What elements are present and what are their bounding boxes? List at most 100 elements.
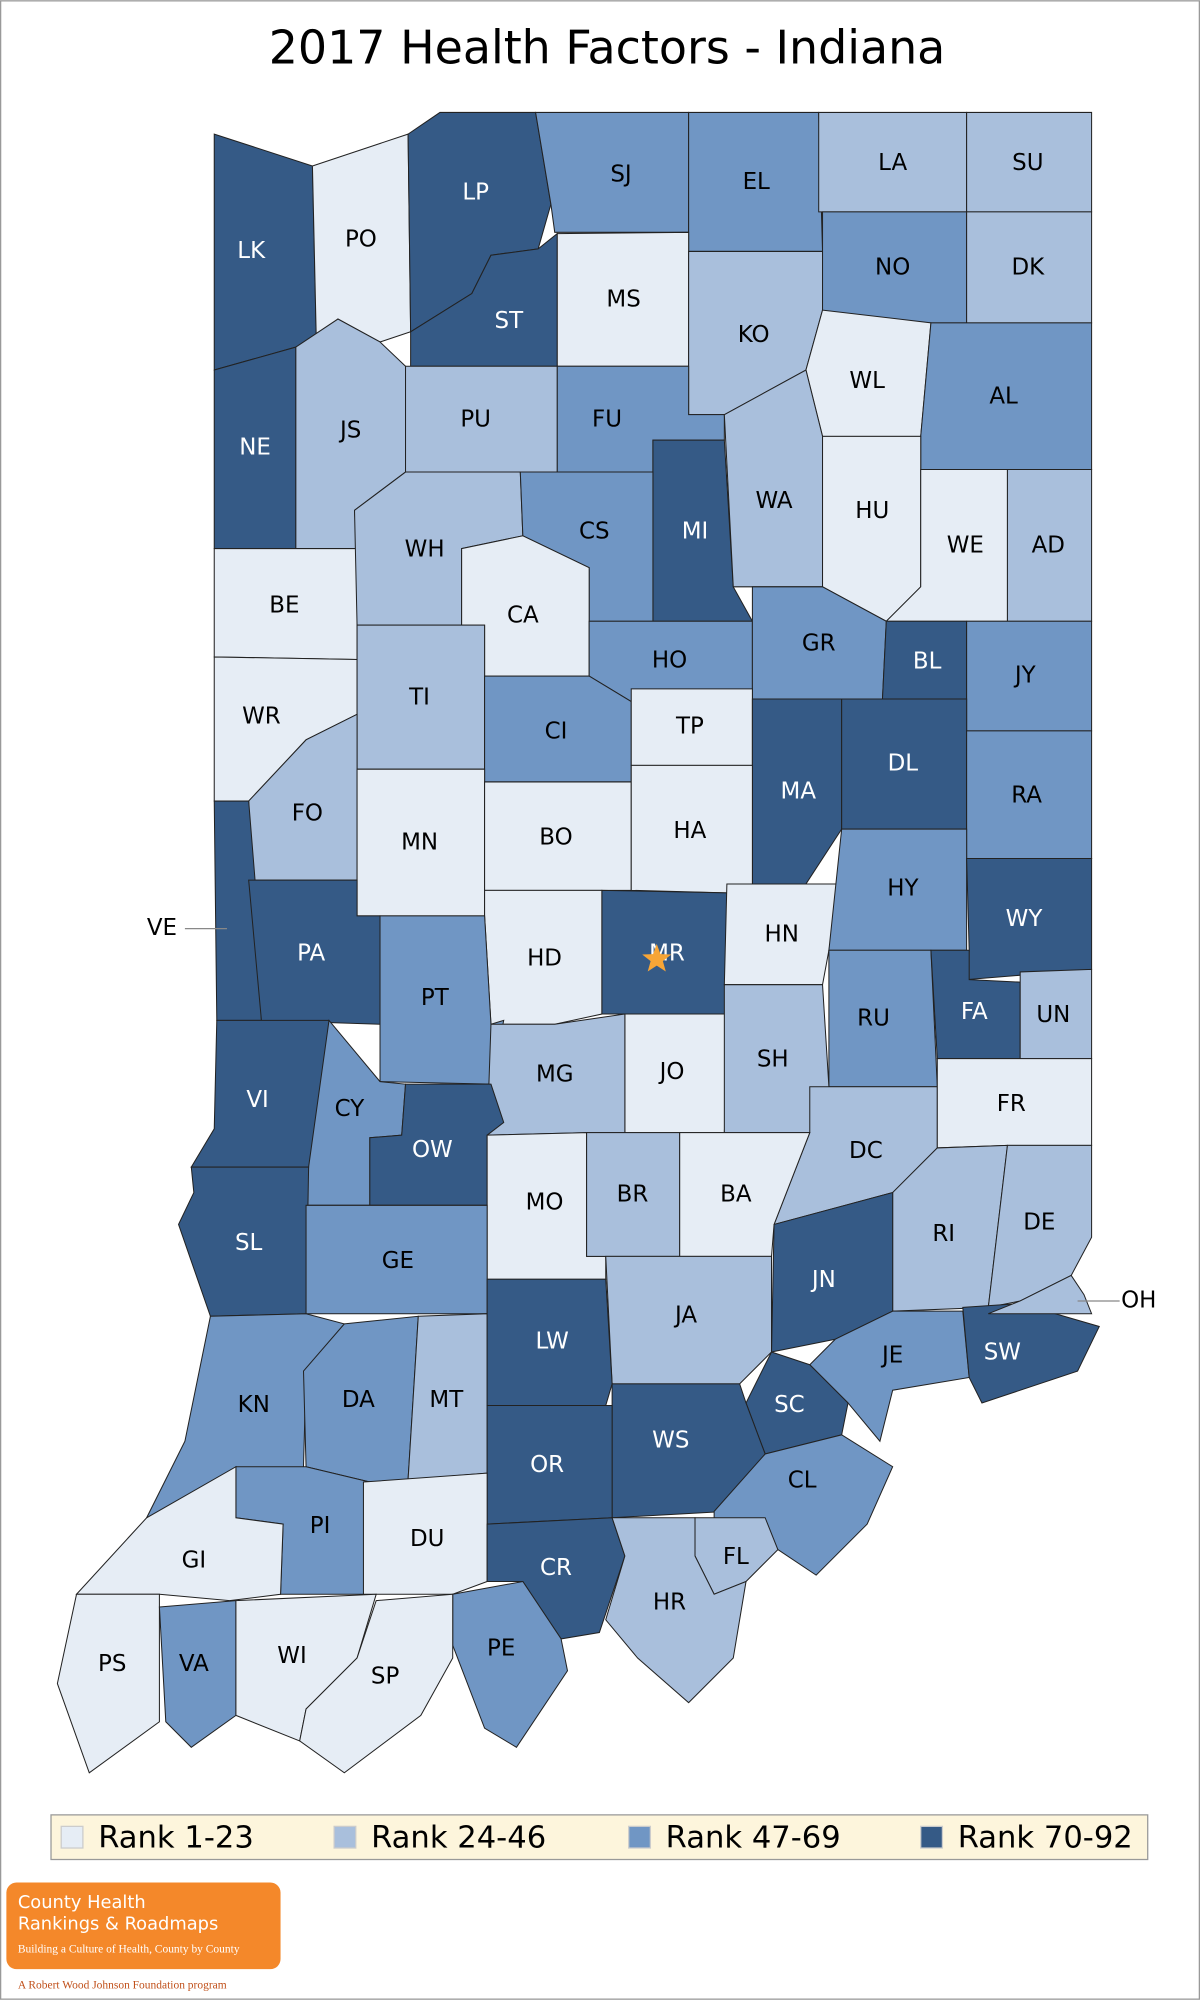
capital-star bbox=[642, 943, 672, 972]
county-label: CA bbox=[507, 603, 539, 629]
county bbox=[213, 133, 317, 371]
county-label: TP bbox=[675, 714, 704, 740]
county-label: PU bbox=[460, 406, 491, 432]
county-label: GE bbox=[382, 1248, 414, 1274]
county-label: PI bbox=[310, 1513, 331, 1539]
county-labels: LK PO LP SJ EL LA SU ST MS KO NO DK WL AL NE JS PU FU MI WA… bbox=[98, 150, 1156, 1690]
county-label: OW bbox=[412, 1137, 453, 1163]
county-label: DA bbox=[342, 1387, 375, 1413]
county-label: HY bbox=[887, 876, 919, 902]
county-label: FR bbox=[997, 1091, 1026, 1117]
county-label: RI bbox=[932, 1221, 955, 1247]
counties bbox=[56, 111, 1100, 1774]
county-label: OH bbox=[1121, 1287, 1156, 1313]
county bbox=[299, 1593, 454, 1774]
county-label: BR bbox=[617, 1182, 649, 1208]
logo-footer: A Robert Wood Johnson Foundation program bbox=[18, 1979, 227, 1991]
logo-box bbox=[6, 1882, 281, 1970]
county-label: BL bbox=[913, 649, 942, 675]
county-label: RU bbox=[857, 1006, 890, 1032]
county-label: WL bbox=[849, 368, 885, 394]
county-label: JA bbox=[673, 1303, 697, 1329]
county-label: VE bbox=[147, 915, 177, 941]
county bbox=[56, 1593, 160, 1774]
county-label: HO bbox=[652, 647, 687, 673]
county-label: SH bbox=[757, 1046, 789, 1072]
county-label: DU bbox=[410, 1526, 444, 1552]
county-label: MN bbox=[401, 830, 438, 856]
county-label: HN bbox=[765, 921, 799, 947]
county bbox=[534, 111, 690, 233]
county-label: AD bbox=[1032, 533, 1065, 559]
county bbox=[723, 883, 843, 986]
county-label: TI bbox=[408, 684, 430, 710]
county-label: JN bbox=[810, 1267, 836, 1293]
county-label: WS bbox=[652, 1428, 689, 1454]
county-label: MA bbox=[781, 779, 817, 805]
county-label: HR bbox=[653, 1590, 686, 1616]
county-label: SP bbox=[371, 1664, 400, 1690]
county-label: VI bbox=[246, 1087, 268, 1113]
county-label: WR bbox=[242, 703, 281, 729]
county-label: LW bbox=[535, 1328, 568, 1354]
county-label: DE bbox=[1023, 1210, 1055, 1236]
county-label: PS bbox=[98, 1651, 126, 1677]
county-label: WI bbox=[277, 1643, 306, 1669]
county-label: SU bbox=[1012, 150, 1043, 176]
county-label: RA bbox=[1011, 782, 1042, 808]
county-label: JS bbox=[338, 418, 361, 444]
legend-box bbox=[50, 1814, 1149, 1861]
county-label: SW bbox=[984, 1340, 1021, 1366]
county-label: WA bbox=[756, 488, 793, 514]
county-label: PT bbox=[421, 985, 450, 1011]
county-label: CR bbox=[540, 1555, 572, 1581]
county-label: KO bbox=[738, 322, 770, 348]
county bbox=[988, 1274, 1093, 1315]
county bbox=[362, 1472, 488, 1595]
county-label: GI bbox=[182, 1548, 207, 1574]
county-label: CL bbox=[788, 1467, 817, 1493]
logo-tagline: Building a Culture of Health, County by … bbox=[18, 1944, 240, 1956]
county-label: JY bbox=[1013, 663, 1037, 689]
county-label: BA bbox=[720, 1182, 752, 1208]
county bbox=[452, 1580, 569, 1748]
county bbox=[822, 435, 922, 622]
county-label: JO bbox=[658, 1059, 685, 1085]
county-label: UN bbox=[1036, 1002, 1070, 1028]
county-label: HD bbox=[527, 946, 562, 972]
county-label: PA bbox=[297, 941, 325, 967]
county-label: GR bbox=[802, 631, 836, 657]
county-label: JE bbox=[880, 1342, 903, 1368]
county-label: DC bbox=[849, 1138, 883, 1164]
county-label: EL bbox=[743, 169, 770, 195]
legend-swatch bbox=[333, 1825, 357, 1849]
county-label: AL bbox=[989, 383, 1018, 409]
county-label: WH bbox=[405, 536, 445, 562]
county-label: HU bbox=[855, 498, 889, 524]
county-label: SC bbox=[774, 1392, 805, 1418]
county-label: OR bbox=[530, 1452, 564, 1478]
county-label: WE bbox=[947, 533, 984, 559]
county-label: MI bbox=[682, 518, 709, 544]
logo-line: County Health bbox=[18, 1892, 146, 1913]
county-label: KN bbox=[238, 1392, 270, 1418]
legend-swatch bbox=[920, 1825, 944, 1849]
legend-swatch bbox=[628, 1825, 652, 1849]
county-label: VA bbox=[179, 1651, 209, 1677]
county-label: NE bbox=[239, 434, 271, 460]
map-title: 2017 Health Factors - Indiana bbox=[269, 21, 946, 75]
county-label: MG bbox=[536, 1062, 574, 1088]
county-label: SJ bbox=[610, 161, 631, 187]
county-label: HA bbox=[673, 818, 706, 844]
county-label: BE bbox=[269, 592, 299, 618]
legend-swatch bbox=[60, 1825, 84, 1849]
county-label: MT bbox=[429, 1387, 464, 1413]
county-label: CY bbox=[335, 1096, 366, 1122]
county-label: FL bbox=[723, 1544, 749, 1570]
county bbox=[486, 1278, 613, 1407]
county-label: WY bbox=[1006, 906, 1044, 932]
county-label: BO bbox=[539, 825, 572, 851]
county-label: MO bbox=[526, 1189, 564, 1215]
